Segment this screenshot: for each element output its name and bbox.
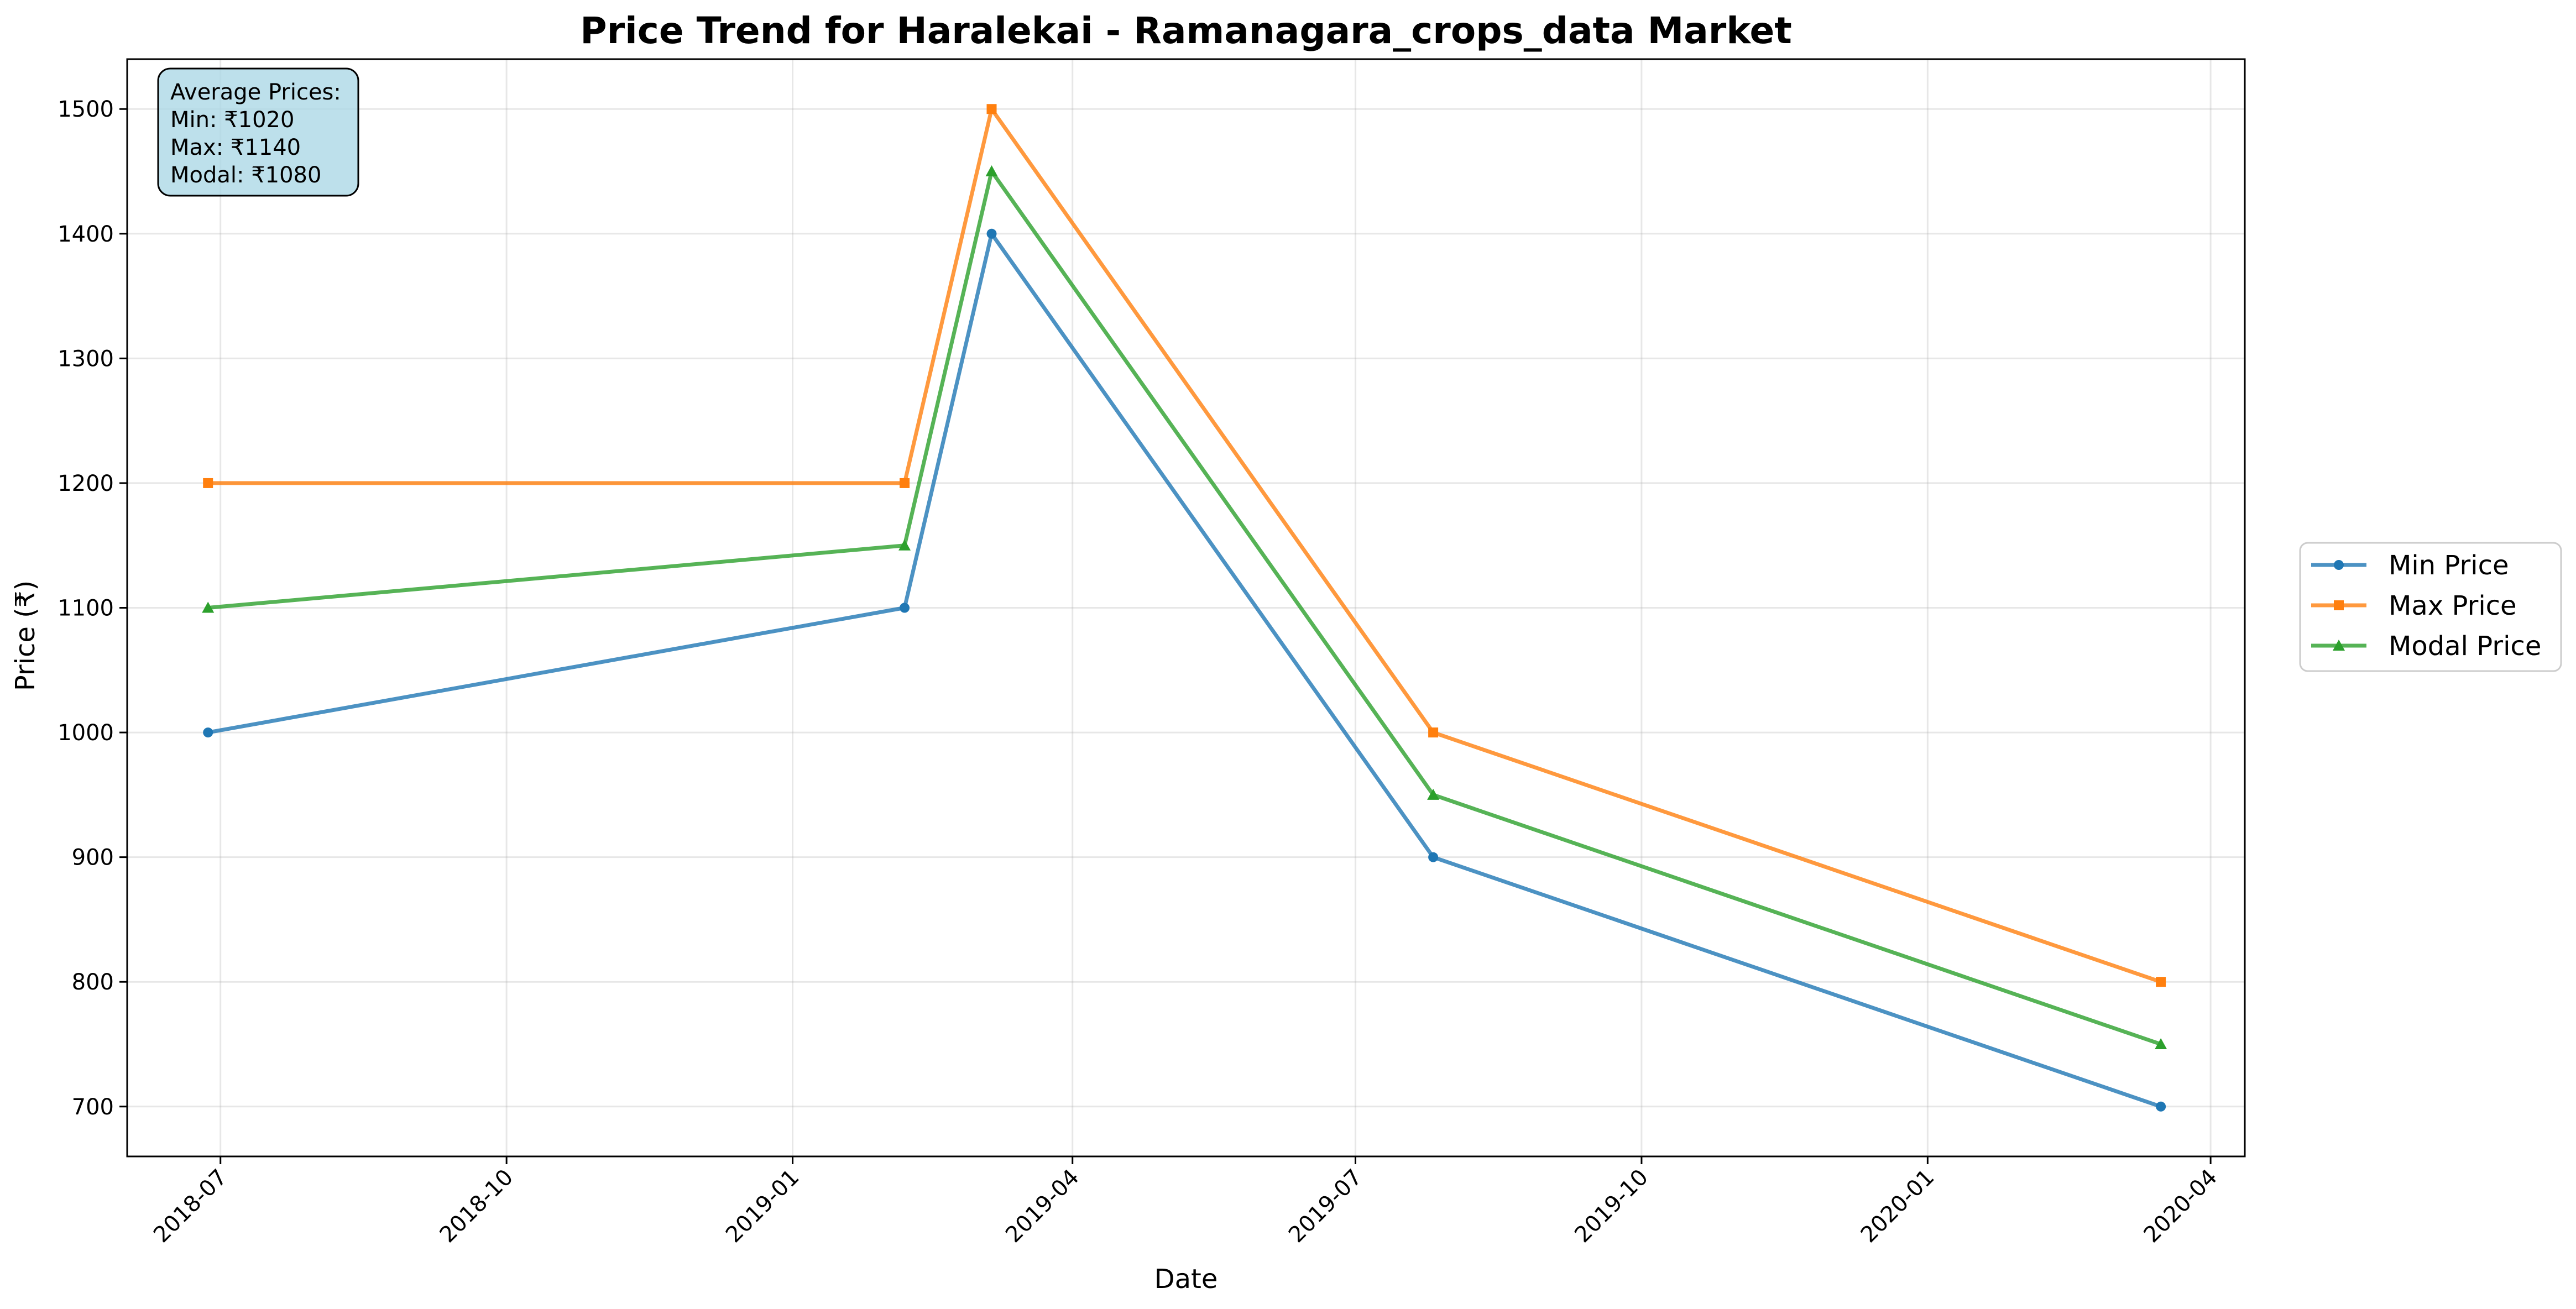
series-layer xyxy=(202,104,2167,1112)
legend-marker-modal-price xyxy=(2333,640,2345,651)
modal-price-point xyxy=(1427,788,1440,800)
y-axis-label: Price (₹) xyxy=(10,580,41,691)
chart-title: Price Trend for Haralekai - Ramanagara_c… xyxy=(580,9,1792,52)
legend-label-max-price: Max Price xyxy=(2389,590,2517,621)
modal-price-point xyxy=(2155,1038,2167,1049)
max-price-point xyxy=(986,104,997,114)
legend-marker-min-price xyxy=(2334,560,2344,570)
legend[interactable]: Min Price Max Price Modal Price xyxy=(2299,542,2562,672)
series-min-price xyxy=(203,228,2166,1112)
y-tick-label: 1100 xyxy=(58,596,114,621)
y-tick-label: 900 xyxy=(72,845,114,871)
min-price-point xyxy=(1428,852,1439,862)
y-tick-label: 1200 xyxy=(58,471,114,496)
series-modal-price xyxy=(202,165,2167,1049)
average-prices-line: Modal: ₹1080 xyxy=(170,163,321,188)
y-axis: 700 800 900 1000 1100 1200 1300 1400 1500 xyxy=(58,97,127,1120)
grid-lines xyxy=(127,59,2245,1156)
y-tick-label: 700 xyxy=(72,1095,114,1120)
legend-item-min-price[interactable]: Min Price xyxy=(2311,550,2509,581)
max-price-point xyxy=(900,478,910,488)
legend-label-modal-price: Modal Price xyxy=(2389,631,2541,662)
average-prices-line: Average Prices: xyxy=(170,80,341,105)
min-price-point xyxy=(203,727,213,738)
average-prices-box-bg xyxy=(157,67,359,197)
modal-price-point xyxy=(898,539,911,551)
y-tick-label: 1500 xyxy=(58,97,114,122)
y-tick-label: 1400 xyxy=(58,222,114,247)
x-axis-label: Date xyxy=(1154,1264,1218,1295)
max-price-point xyxy=(1428,727,1439,738)
legend-label-min-price: Min Price xyxy=(2389,550,2509,581)
average-prices-line: Min: ₹1020 xyxy=(170,107,294,133)
min-price-point xyxy=(2156,1101,2166,1112)
legend-frame xyxy=(2299,542,2562,672)
modal-price-point xyxy=(985,165,998,177)
legend-item-max-price[interactable]: Max Price xyxy=(2311,590,2517,621)
legend-item-modal-price[interactable]: Modal Price xyxy=(2311,631,2541,662)
min-price-point xyxy=(900,603,910,613)
y-tick-label: 1300 xyxy=(58,346,114,371)
max-price-point xyxy=(2156,977,2166,987)
legend-marker-max-price xyxy=(2334,600,2344,610)
average-prices-line: Max: ₹1140 xyxy=(170,135,301,160)
modal-price-point xyxy=(202,601,215,613)
series-max-price xyxy=(203,104,2166,987)
y-tick-label: 1000 xyxy=(58,720,114,746)
y-tick-label: 800 xyxy=(72,970,114,995)
min-price-point xyxy=(986,228,997,239)
max-price-point xyxy=(203,478,213,488)
